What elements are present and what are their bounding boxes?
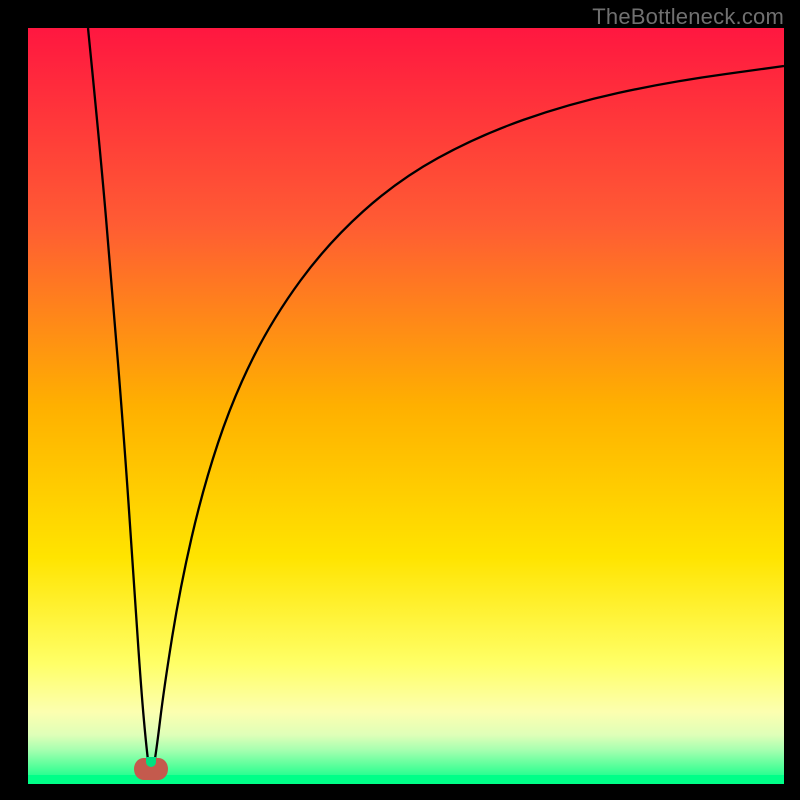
curve-path (88, 28, 784, 774)
watermark-text: TheBottleneck.com (592, 4, 784, 30)
bottleneck-curve (28, 28, 784, 784)
chart-viewport: TheBottleneck.com (0, 0, 800, 800)
dip-marker-icon (134, 758, 168, 780)
plot-area (28, 28, 784, 784)
